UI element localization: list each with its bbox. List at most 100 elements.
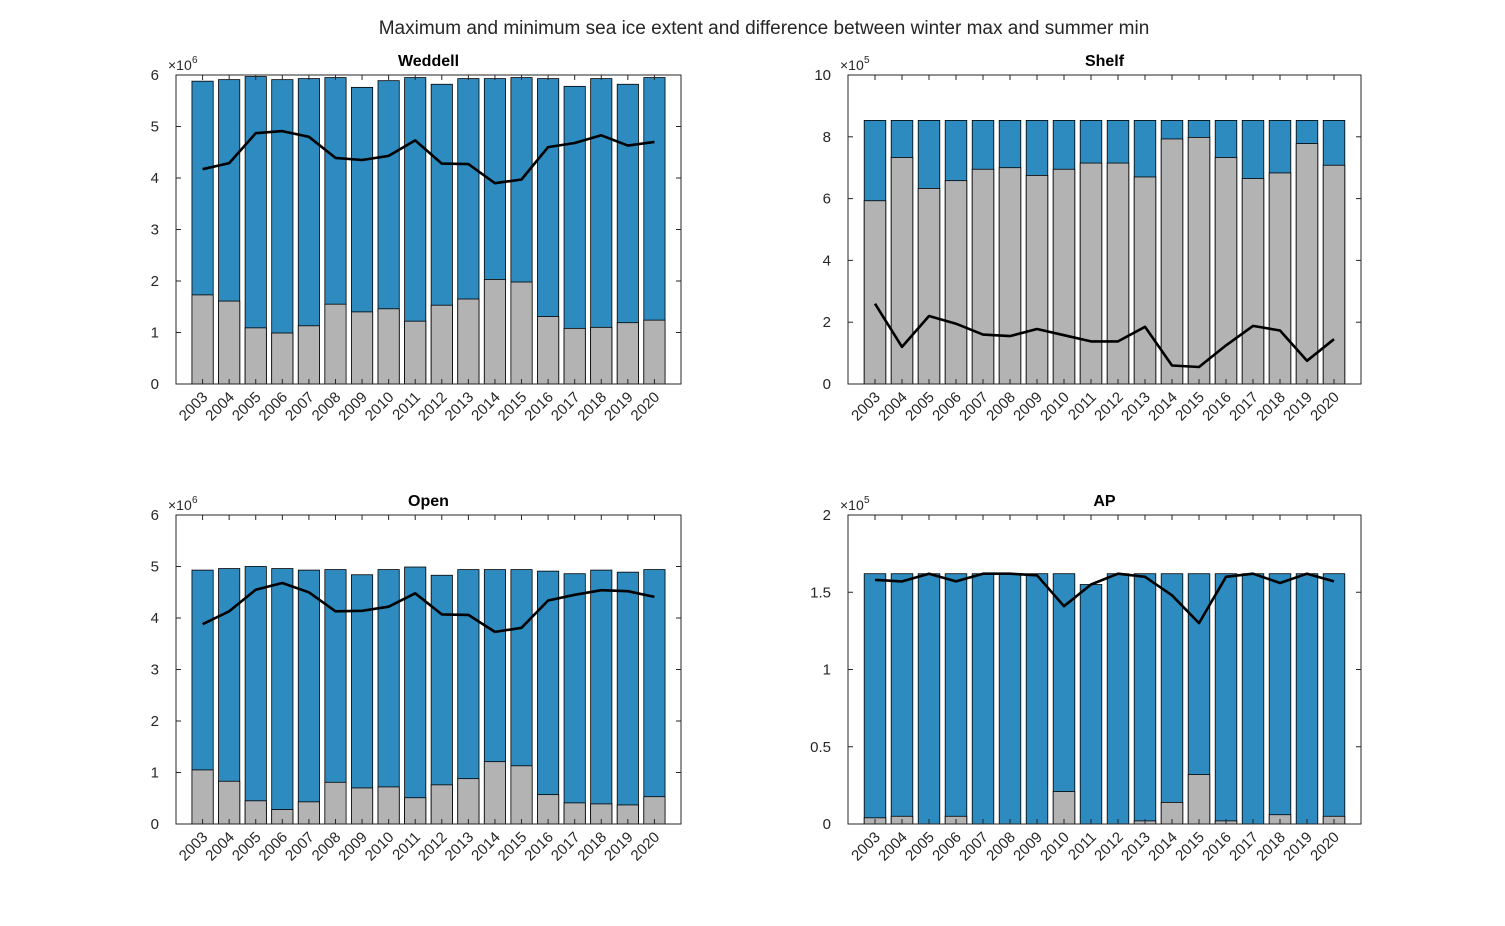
weddell-min-bar — [430, 304, 453, 385]
weddell-y-tick-label: 3 — [151, 222, 159, 239]
open-min-bar — [483, 761, 506, 825]
shelf-x-tick-label: 2005 — [902, 389, 938, 425]
ap-max-bar — [1295, 573, 1319, 825]
weddell-y-multiplier: ×10 — [168, 57, 192, 73]
open-difference-line — [202, 581, 655, 634]
ap-max-bar — [1214, 573, 1238, 825]
ap-y-tick-label: 2 — [823, 507, 831, 524]
shelf-x-tick-label: 2008 — [983, 389, 1019, 425]
shelf-x-tick-label: 2007 — [956, 389, 992, 425]
weddell-min-bar — [377, 308, 400, 385]
shelf-difference-line — [873, 303, 1335, 369]
shelf-x-tick-label: 2006 — [929, 389, 965, 425]
shelf-y-tick-label: 6 — [823, 191, 831, 208]
weddell-min-bar — [457, 298, 480, 385]
ap-max-bar — [1025, 573, 1049, 825]
ap-max-bar — [1160, 573, 1184, 825]
open-x-tick-label: 2014 — [468, 829, 504, 865]
open-max-bar — [271, 568, 294, 825]
ap-x-tick-label: 2016 — [1199, 829, 1235, 865]
weddell-x-tick-label: 2008 — [309, 389, 345, 425]
weddell-y-ticks: 0 1 2 3 4 5 6 — [151, 67, 681, 393]
ap-max-bar — [1079, 584, 1103, 825]
shelf-min-bar — [1322, 164, 1346, 385]
ap-y-tick-label: 1.5 — [810, 584, 831, 601]
weddell-y-tick-label: 6 — [151, 67, 159, 84]
open-max-bar — [643, 569, 666, 825]
open-panel-title: Open — [408, 493, 449, 510]
shelf-min-bars — [863, 137, 1346, 385]
open-y-multiplier-exponent: 6 — [192, 495, 198, 506]
open-x-tick-label: 2009 — [335, 829, 371, 865]
weddell-x-tick-label: 2019 — [601, 389, 637, 425]
ap-x-tick-label: 2010 — [1037, 829, 1073, 865]
ap-y-tick-label: 0.5 — [810, 739, 831, 756]
open-min-bars — [191, 761, 666, 825]
weddell-min-bar — [563, 327, 586, 385]
ap-max-bar — [1241, 573, 1265, 825]
shelf-min-bar — [971, 168, 995, 385]
weddell-min-bar — [191, 294, 214, 385]
weddell-difference-line — [202, 129, 655, 185]
open-max-bar — [297, 569, 320, 825]
open-x-tick-label: 2020 — [628, 829, 664, 865]
weddell-min-bars — [191, 279, 666, 385]
shelf-x-tick-label: 2003 — [848, 389, 884, 425]
ap-panel: 00.511.522003200420052006200720082009201… — [810, 493, 1362, 865]
weddell-x-tick-label: 2010 — [362, 389, 398, 425]
shelf-min-bar — [998, 167, 1022, 385]
open-min-bar — [377, 786, 400, 825]
open-x-tick-label: 2013 — [442, 829, 478, 865]
open-x-tick-label: 2012 — [415, 829, 451, 865]
shelf-y-ticks: 0 2 4 6 8 10 — [814, 67, 1361, 393]
weddell-x-tick-label: 2016 — [521, 389, 557, 425]
ap-panel-title: AP — [1093, 493, 1116, 510]
weddell-min-bar — [218, 300, 241, 385]
open-x-tick-label: 2015 — [495, 829, 531, 865]
weddell-min-bar — [537, 316, 560, 385]
ap-x-tick-label: 2008 — [983, 829, 1019, 865]
panels: 0123456200320042005200620072008200920102… — [151, 53, 1362, 865]
weddell-min-bar — [244, 327, 267, 385]
open-min-bar — [457, 778, 480, 825]
shelf-panel: 0246810200320042005200620072008200920102… — [814, 53, 1362, 425]
open-y-tick-label: 4 — [151, 610, 159, 627]
open-min-bar — [510, 765, 533, 825]
shelf-min-bar — [1187, 137, 1211, 385]
shelf-min-bar — [1268, 172, 1292, 385]
ap-max-bar — [1322, 573, 1346, 825]
weddell-x-tick-label: 2009 — [335, 389, 371, 425]
weddell-min-bar — [271, 332, 294, 385]
shelf-x-tick-label: 2018 — [1253, 389, 1289, 425]
open-min-bar — [351, 787, 374, 825]
open-x-tick-label: 2011 — [389, 829, 424, 864]
ap-y-ticks: 0 0.5 1 1.5 2 — [810, 507, 1361, 833]
weddell-x-tick-label: 2017 — [548, 389, 584, 425]
ap-max-bar — [944, 573, 968, 825]
ap-x-tick-label: 2012 — [1091, 829, 1127, 865]
open-x-tick-label: 2017 — [548, 829, 584, 865]
open-x-tick-label: 2006 — [256, 829, 292, 865]
open-max-bar — [563, 573, 586, 825]
ap-y-tick-label: 0 — [823, 816, 831, 833]
shelf-min-bar — [1106, 162, 1130, 385]
ap-max-bars — [863, 573, 1346, 825]
ap-x-tick-label: 2017 — [1226, 829, 1262, 865]
shelf-y-tick-label: 0 — [823, 376, 831, 393]
ap-x-tick-label: 2019 — [1280, 829, 1316, 865]
weddell-y-tick-label: 2 — [151, 273, 159, 290]
ap-y-multiplier-exponent: 5 — [864, 495, 870, 506]
shelf-min-bar — [1052, 168, 1076, 385]
weddell-min-bar — [351, 311, 374, 385]
ap-max-bar — [917, 573, 941, 825]
weddell-y-tick-label: 4 — [151, 170, 159, 187]
shelf-min-bar — [944, 180, 968, 385]
open-x-tick-label: 2019 — [601, 829, 637, 865]
weddell-min-bar — [616, 322, 639, 385]
open-max-bar — [404, 566, 427, 825]
shelf-min-bar — [1241, 178, 1265, 385]
weddell-min-bar — [324, 303, 347, 385]
weddell-x-tick-label: 2014 — [468, 389, 504, 425]
ap-min-bar — [1187, 774, 1211, 825]
weddell-x-tick-label: 2020 — [628, 389, 664, 425]
